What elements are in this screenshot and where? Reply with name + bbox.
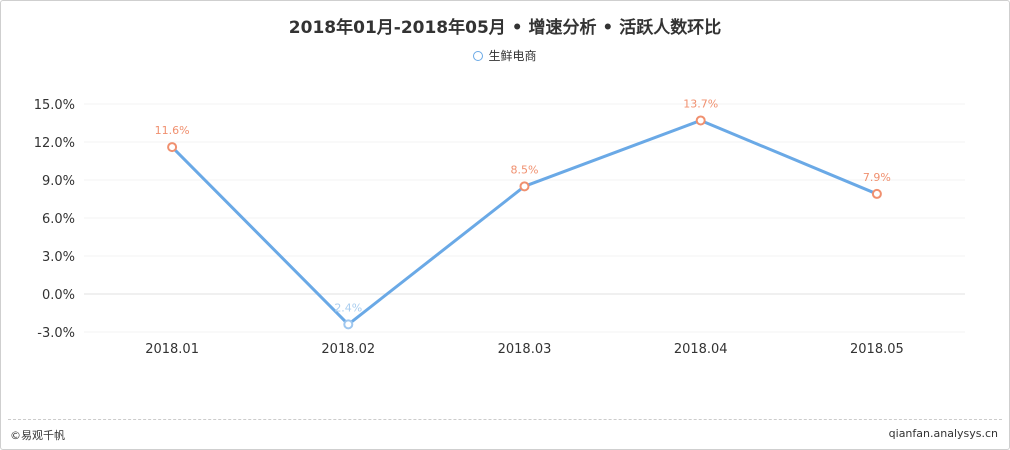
data-labels: 11.6% 2.4% 8.5% 13.7% 7.9% <box>155 97 891 314</box>
x-tick-label: 2018.03 <box>498 342 552 357</box>
x-tick-label: 2018.05 <box>850 342 904 357</box>
data-label: 7.9% <box>863 171 891 184</box>
data-label: 2.4% <box>334 301 362 314</box>
x-tick-label: 2018.02 <box>321 342 375 357</box>
y-tick-label: 3.0% <box>42 250 75 265</box>
y-tick-label: 15.0% <box>34 98 75 113</box>
chart-title: 2018年01月-2018年05月 • 增速分析 • 活跃人数环比 <box>288 18 722 38</box>
x-axis-ticks: 2018.01 2018.02 2018.03 2018.04 2018.05 <box>145 342 904 357</box>
x-tick-label: 2018.04 <box>674 342 728 357</box>
y-axis-ticks: 15.0% 12.0% 9.0% 6.0% 3.0% 0.0% -3.0% <box>34 98 75 341</box>
legend-marker-icon <box>473 50 484 61</box>
data-point[interactable] <box>871 188 882 199</box>
y-tick-label: 12.0% <box>34 136 75 151</box>
footer-source-link[interactable]: qianfan.analysys.cn <box>888 427 998 440</box>
data-label: 8.5% <box>511 163 539 176</box>
data-point[interactable] <box>343 319 354 330</box>
x-tick-label: 2018.01 <box>145 342 199 357</box>
legend[interactable]: 生鲜电商 <box>0 47 1010 64</box>
y-tick-label: -3.0% <box>37 326 75 341</box>
data-label: 13.7% <box>683 97 718 110</box>
data-point[interactable] <box>167 142 178 153</box>
footer-logo: ©易观千帆 <box>10 429 65 442</box>
y-tick-label: 9.0% <box>42 174 75 189</box>
data-point[interactable] <box>695 115 706 126</box>
data-points <box>167 115 882 330</box>
grid-lines <box>84 103 965 333</box>
y-tick-label: 6.0% <box>42 212 75 227</box>
footer-divider <box>8 419 1002 420</box>
data-label: 11.6% <box>155 124 190 137</box>
data-point[interactable] <box>519 181 530 192</box>
y-tick-label: 0.0% <box>42 288 75 303</box>
legend-label: 生鲜电商 <box>488 49 537 63</box>
